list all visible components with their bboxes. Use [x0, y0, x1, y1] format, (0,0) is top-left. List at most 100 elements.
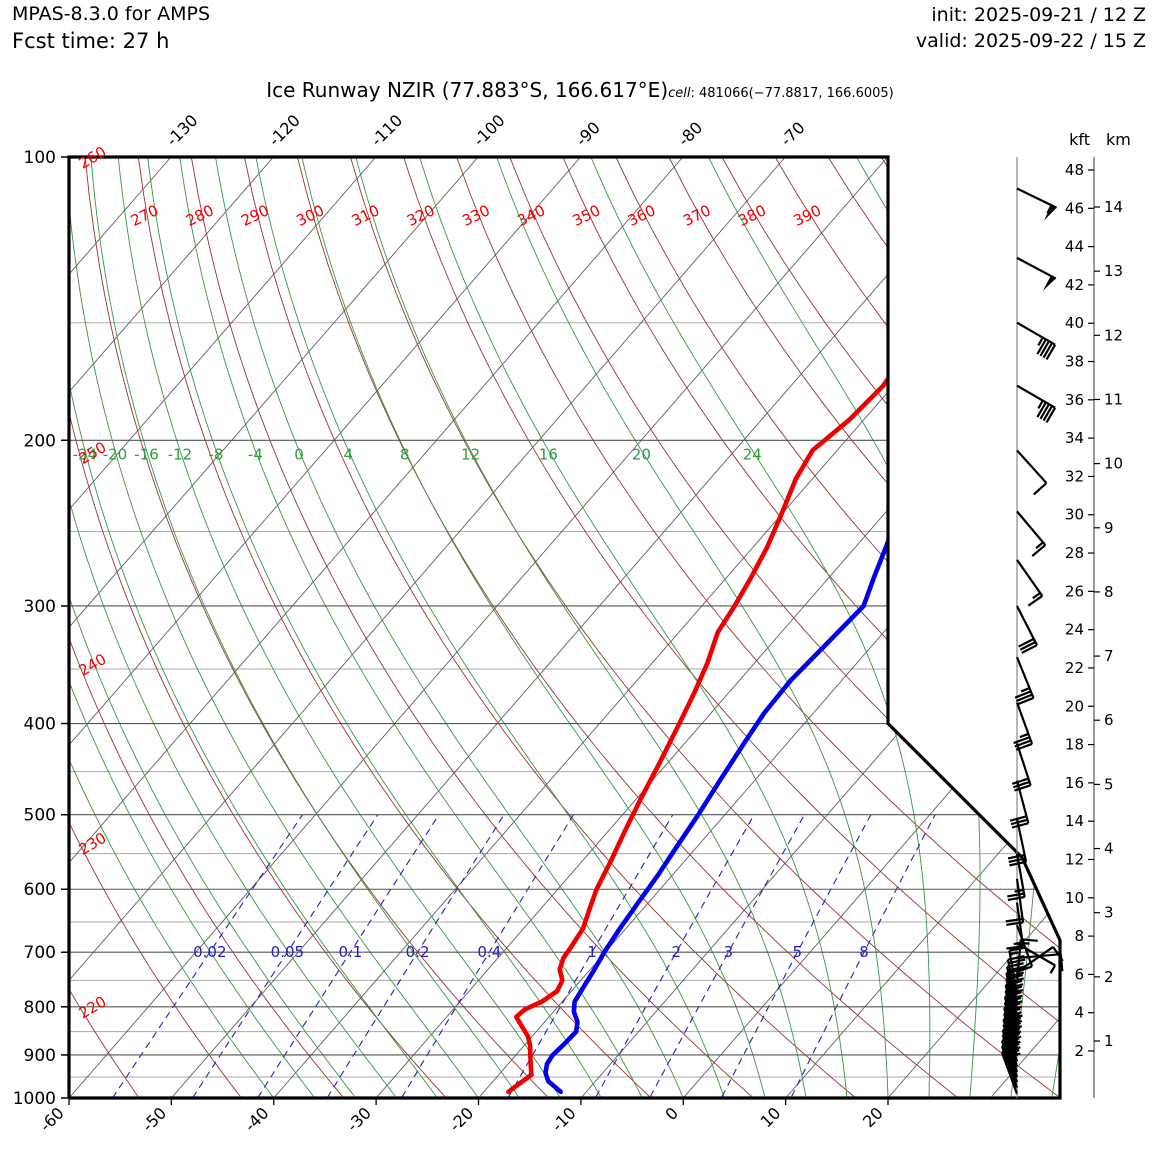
pressure-tick-label: 600 — [24, 880, 56, 900]
forecast-time: Fcst time: 27 h — [12, 29, 170, 53]
dry-adiabat-left-label: 250 — [76, 438, 110, 468]
kft-tick-label: 26 — [1065, 582, 1084, 600]
dry-adiabat-label: 370 — [680, 201, 714, 230]
wind-barb-group — [1000, 157, 1064, 1098]
pressure-tick-label: 800 — [24, 998, 56, 1018]
dry-adiabat-group — [69, 157, 1060, 1098]
wind-barb — [1016, 510, 1047, 557]
mixing-ratio-label: 0.02 — [193, 943, 226, 961]
km-tick-label: 11 — [1104, 390, 1123, 408]
dry-adiabat-label: 320 — [404, 201, 438, 230]
dry-adiabat-label: 280 — [183, 201, 217, 230]
temperature-bottom-tick-label: -20 — [445, 1103, 477, 1135]
moist-adiabat-label: -20 — [103, 445, 128, 463]
pressure-tick-label: 400 — [24, 715, 56, 735]
pressure-tick-label: 500 — [24, 806, 56, 826]
km-tick-label: 7 — [1104, 647, 1114, 665]
temperature-bottom-tick-label: -40 — [241, 1103, 273, 1135]
kft-tick-label: 24 — [1065, 621, 1084, 639]
dry-adiabat-left-label: 240 — [76, 650, 110, 680]
chart-title: Ice Runway NZIR (77.883°S, 166.617°E)cel… — [0, 78, 1160, 102]
temperature-top-tick-label: -80 — [674, 118, 706, 150]
km-tick-label: 10 — [1104, 455, 1123, 473]
pressure-tick-label: 900 — [24, 1046, 56, 1066]
temperature-top-tick-label: -120 — [265, 111, 304, 150]
pressure-tick-label: 700 — [24, 943, 56, 963]
dry-adiabat-label: 330 — [459, 201, 493, 230]
kft-tick-label: 20 — [1065, 697, 1084, 715]
wind-barb — [1016, 256, 1057, 291]
km-tick-label: 3 — [1104, 904, 1114, 922]
wind-barb — [1016, 605, 1038, 654]
moist-adiabat-label: -24 — [73, 445, 98, 463]
mixing-ratio-group — [98, 814, 936, 1098]
pressure-tick-label: 1000 — [13, 1089, 56, 1109]
wind-barb — [1016, 187, 1058, 221]
km-tick-label: 12 — [1104, 326, 1123, 344]
dry-adiabat-label: 350 — [570, 201, 604, 230]
moist-adiabat-label: -8 — [208, 445, 223, 463]
mixing-ratio-label: 3 — [724, 943, 734, 961]
cell-label: cell — [668, 86, 691, 101]
moist-adiabat-label: 24 — [743, 445, 762, 463]
km-tick-label: 14 — [1104, 198, 1123, 216]
wind-barb — [1015, 924, 1034, 974]
mixing-ratio-label: 8 — [859, 943, 869, 961]
moist-adiabat-label: 20 — [632, 445, 651, 463]
kft-tick-label: 16 — [1065, 774, 1084, 792]
temperature-top-tick-label: -90 — [572, 118, 604, 150]
km-tick-label: 13 — [1104, 262, 1123, 280]
moist-adiabat-label: 8 — [400, 445, 410, 463]
dewpoint-profile-line — [506, 157, 970, 1095]
kft-tick-label: 8 — [1074, 927, 1084, 945]
kft-tick-label: 38 — [1065, 353, 1084, 371]
wind-barb — [1016, 942, 1057, 974]
dry-adiabat-label: 300 — [294, 201, 328, 230]
sounding-profile-group — [506, 157, 1024, 1095]
km-tick-label: 8 — [1104, 583, 1114, 601]
mixing-ratio-label: 5 — [793, 943, 803, 961]
wind-barb — [1016, 449, 1048, 496]
wind-barb — [1016, 384, 1057, 423]
wind-barb — [1006, 902, 1025, 950]
wind-barb — [1016, 321, 1057, 360]
moist-adiabat-label: -16 — [134, 445, 159, 463]
isotherm-group — [69, 157, 1060, 1098]
mixing-ratio-label: 0.1 — [338, 943, 362, 961]
kft-tick-label: 44 — [1065, 238, 1084, 256]
kft-tick-label: 22 — [1065, 659, 1084, 677]
mixing-ratio-label: 2 — [671, 943, 681, 961]
temperature-bottom-tick-label: -30 — [343, 1103, 375, 1135]
kft-tick-label: 36 — [1065, 391, 1084, 409]
model-title: MPAS-8.3.0 for AMPS — [12, 3, 211, 25]
moist-adiabat-label: 12 — [461, 445, 480, 463]
wind-barb — [1013, 702, 1034, 751]
moist-adiabat-label: -12 — [168, 445, 193, 463]
cell-value: : 481066(−77.8817, 166.6005) — [690, 86, 894, 101]
init-time: init: 2025-09-21 / 12 Z — [931, 4, 1146, 26]
kft-tick-label: 10 — [1065, 889, 1084, 907]
km-tick-label: 6 — [1104, 711, 1114, 729]
dry-adiabat-label: 340 — [514, 201, 548, 230]
dry-adiabat-label: 390 — [791, 201, 825, 230]
temperature-top-tick-label: -100 — [470, 111, 509, 150]
wind-barb — [1005, 878, 1025, 926]
kft-tick-label: 46 — [1065, 199, 1084, 217]
kft-tick-label: 6 — [1074, 965, 1084, 983]
temperature-top-tick-label: -70 — [777, 118, 809, 150]
km-tick-label: 1 — [1104, 1032, 1114, 1050]
kft-tick-label: 42 — [1065, 276, 1084, 294]
plot-frame — [67, 155, 1062, 1100]
temperature-bottom-tick-label: 10 — [757, 1103, 785, 1131]
temperature-bottom-tick-label: 0 — [661, 1103, 682, 1124]
km-tick-label: 5 — [1104, 775, 1114, 793]
mixing-ratio-label: 0.4 — [477, 943, 501, 961]
mixing-ratio-label: 1 — [587, 943, 597, 961]
isobar-minor-group — [69, 322, 1060, 1078]
km-tick-label: 4 — [1104, 840, 1114, 858]
dry-adiabat-label: 360 — [625, 201, 659, 230]
kft-tick-label: 2 — [1074, 1042, 1084, 1060]
mixing-ratio-label: 0.2 — [406, 943, 430, 961]
kft-tick-label: 34 — [1065, 429, 1084, 447]
kft-tick-label: 14 — [1065, 812, 1084, 830]
